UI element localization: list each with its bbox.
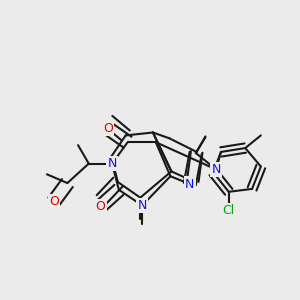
Text: O: O	[95, 200, 105, 213]
Text: O: O	[49, 195, 59, 208]
Text: N: N	[185, 178, 194, 190]
Text: O: O	[103, 122, 113, 135]
Text: N: N	[107, 157, 117, 170]
Text: N: N	[212, 163, 221, 176]
Text: N: N	[137, 199, 147, 212]
Text: Cl: Cl	[223, 204, 235, 217]
